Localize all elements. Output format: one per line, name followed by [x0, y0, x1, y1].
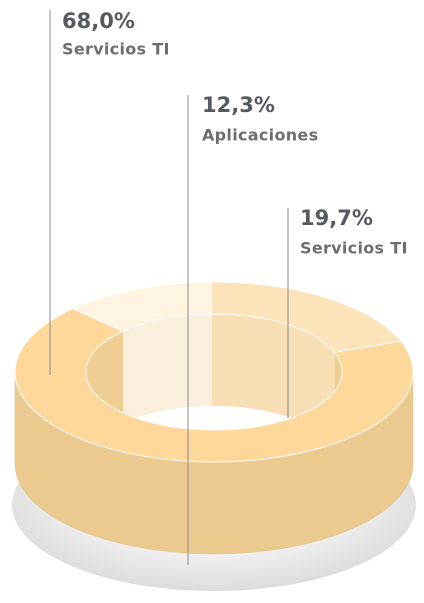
value-label: 68,0% — [62, 9, 135, 33]
segment-inner — [123, 314, 212, 424]
category-label: Servicios TI — [300, 239, 408, 258]
segment — [210, 281, 402, 353]
labels: 68,0% Servicios TI 12,3% Aplicaciones 19,7% S… — [49, 9, 408, 565]
segment-inner — [211, 314, 335, 430]
category-label: Servicios TI — [62, 40, 170, 59]
category-label: Aplicaciones — [202, 126, 318, 145]
tops — [14, 281, 414, 463]
value-label: 12,3% — [202, 93, 275, 117]
segment — [14, 308, 414, 463]
inner-walls — [86, 314, 342, 430]
value-label: 19,7% — [300, 206, 373, 230]
segment-inner — [86, 331, 124, 430]
